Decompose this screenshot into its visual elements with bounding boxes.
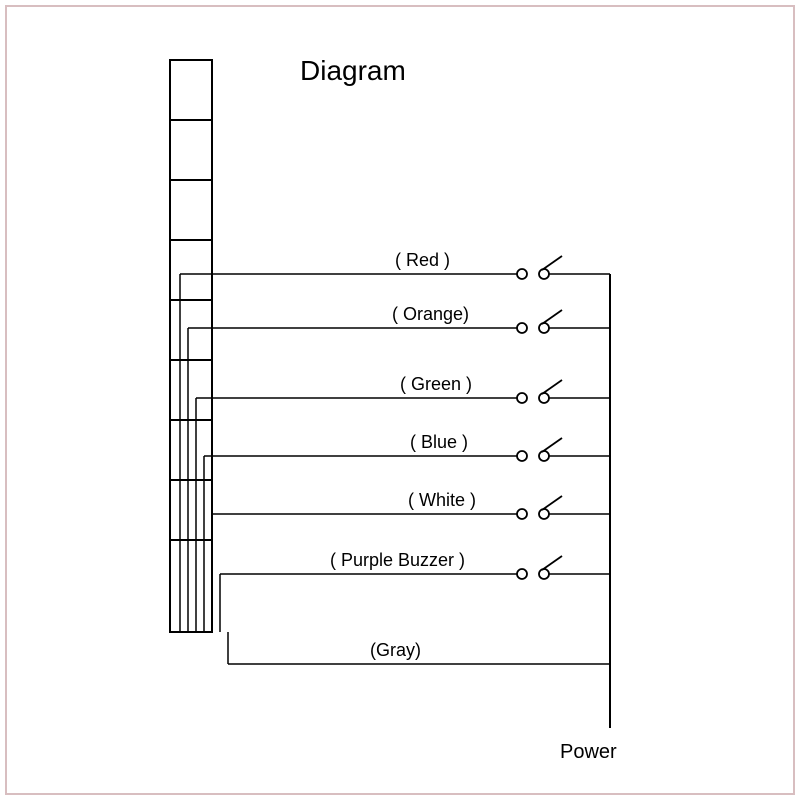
wire: (Gray) — [228, 632, 610, 664]
outer-frame — [6, 6, 794, 794]
tower-segment — [170, 480, 212, 540]
switch-lever-icon — [542, 310, 562, 324]
diagram-title: Diagram — [300, 55, 406, 86]
switch-terminal-icon — [539, 569, 549, 579]
switch-terminal-icon — [539, 393, 549, 403]
tower-segment — [170, 420, 212, 480]
wire: ( Green ) — [196, 374, 610, 632]
switch-lever-icon — [542, 438, 562, 452]
tower-segment — [170, 120, 212, 180]
wire-label: ( Green ) — [400, 374, 472, 394]
tower-segment — [170, 540, 212, 632]
switch-terminal-icon — [517, 451, 527, 461]
wires-group: ( Red ) ( Orange) ( Green ) ( Blue ) ( White… — [180, 250, 610, 664]
power-label: Power — [560, 741, 617, 763]
switch-lever-icon — [542, 496, 562, 510]
tower-segment — [170, 240, 212, 300]
switch-terminal-icon — [517, 509, 527, 519]
wire-label: ( White ) — [408, 490, 476, 510]
switch-lever-icon — [542, 256, 562, 270]
signal-tower — [170, 60, 212, 632]
switch-terminal-icon — [539, 509, 549, 519]
wire: ( Orange) — [188, 304, 610, 632]
tower-segment — [170, 60, 212, 120]
switch-terminal-icon — [539, 323, 549, 333]
tower-segment — [170, 360, 212, 420]
wire-label: ( Blue ) — [410, 432, 468, 452]
wire: ( Blue ) — [204, 432, 610, 632]
tower-segment — [170, 180, 212, 240]
switch-terminal-icon — [517, 393, 527, 403]
wire-label: ( Orange) — [392, 304, 469, 324]
switch-terminal-icon — [517, 269, 527, 279]
switch-terminal-icon — [539, 269, 549, 279]
wire-label: ( Purple Buzzer ) — [330, 550, 465, 570]
switch-lever-icon — [542, 380, 562, 394]
wire: ( Purple Buzzer ) — [220, 550, 610, 632]
wire-label: ( Red ) — [395, 250, 450, 270]
switch-terminal-icon — [517, 569, 527, 579]
tower-segment — [170, 300, 212, 360]
switch-lever-icon — [542, 556, 562, 570]
wiring-diagram: Diagram ( Red ) ( Orange) ( Green ) ( Blue … — [0, 0, 800, 800]
wire-label: (Gray) — [370, 640, 421, 660]
switch-terminal-icon — [517, 323, 527, 333]
switch-terminal-icon — [539, 451, 549, 461]
